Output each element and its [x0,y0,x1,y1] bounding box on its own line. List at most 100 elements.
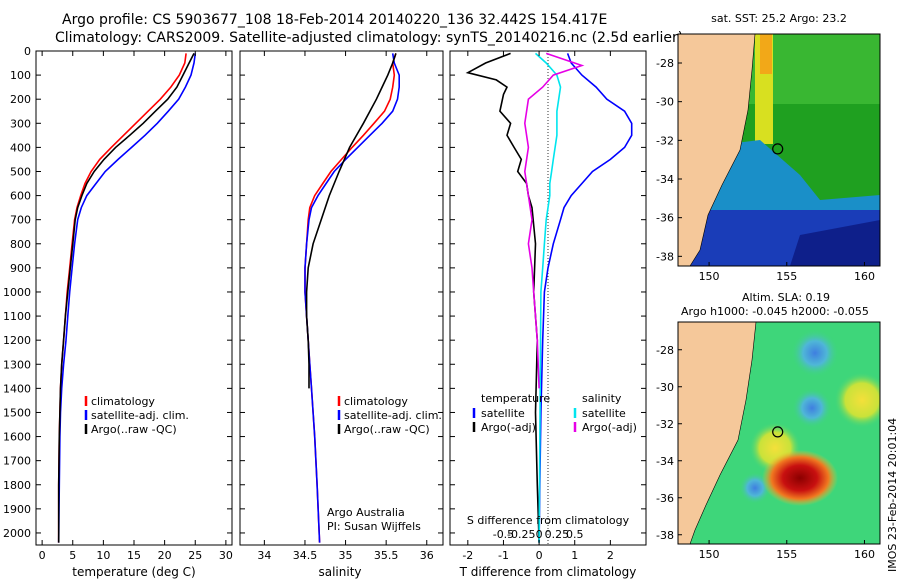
series-t-satellite [538,53,633,543]
sst-map-frame [677,33,881,267]
map-x-tick-label: 155 [776,270,797,283]
x-tick-label: 34.5 [293,549,318,562]
y-tick-label: 1600 [3,431,31,444]
sst-map-panel: sat. SST: 25.2 Argo: 23.2 150 155 160 -28 -3… [656,12,881,283]
difference-xlabel: T difference from climatology [459,565,637,579]
salinity-legend: climatology satellite-adj. clim. Argo(..… [337,395,442,436]
legend-label-t-satellite: satellite [481,407,525,420]
temperature-panel: 0 5 10 15 20 25 300100200300400500600700800900… [3,45,233,579]
legend-label-climatology: climatology [344,395,408,408]
map-y-tick-label: -28 [656,57,674,70]
sla-map-subtitle: Argo h1000: -0.045 h2000: -0.055 [681,305,869,318]
salinity-panel: 34 34.5 35 35.5 36 salinity climatology sate… [239,50,444,579]
temperature-legend: climatology satellite-adj. clim. Argo(..… [84,395,189,436]
sst-argo-marker [772,143,784,155]
y-tick-label: 800 [10,238,31,251]
legend-label-satellite: satellite-adj. clim. [344,409,442,422]
x-tick-label: -2 [462,549,473,562]
sla-map-field [678,322,880,544]
sla-eddy-blue-1 [791,329,839,377]
y-tick-label: 1100 [3,310,31,323]
sla-eddy-red [762,450,838,506]
map-y-tick-label: -38 [656,250,674,263]
map-x-tick-label: 160 [854,548,875,561]
top-tick-label: 0 [536,528,543,541]
x-tick-label: 0 [536,549,543,562]
y-tick-label: 1300 [3,358,31,371]
temperature-xlabel: temperature (deg C) [72,565,195,579]
sst-land [678,34,756,266]
x-tick-label: 10 [96,549,110,562]
x-tick-label: 25 [188,549,202,562]
y-tick-label: 700 [10,214,31,227]
top-tick-label: 0.25 [545,528,570,541]
legend-label-satellite: satellite-adj. clim. [91,409,189,422]
map-x-tick-label: 155 [776,548,797,561]
sla-map-panel: Altim. SLA: 0.19 Argo h1000: -0.045 h200… [656,291,881,561]
salinity-curves [304,53,401,543]
legend-label-t-argo: Argo(-adj) [481,421,536,434]
map-y-tick-label: -32 [656,134,674,147]
y-tick-label: 1800 [3,479,31,492]
x-tick-label: 20 [158,549,172,562]
sst-map-title: sat. SST: 25.2 Argo: 23.2 [711,12,847,25]
map-y-tick-label: -28 [656,344,674,357]
x-tick-label: 35.5 [374,549,399,562]
sst-current-warm [760,34,772,74]
series-argo-raw-qc [305,53,397,389]
legend-title-temperature: temperature [481,392,550,405]
y-tick-label: 1200 [3,334,31,347]
y-tick-label: 1400 [3,382,31,395]
x-tick-label: 34 [257,549,271,562]
salinity-ticks: 34 34.5 35 35.5 36 [240,50,443,562]
legend-label-argo: Argo(..raw -QC) [344,423,430,436]
y-tick-label: 300 [10,117,31,130]
top-tick-label: 0.5 [566,528,584,541]
difference-legend: temperature satellite Argo(-adj) salinit… [472,392,637,434]
y-tick-label: 500 [10,165,31,178]
map-x-tick-label: 150 [699,270,720,283]
x-tick-label: 15 [127,549,141,562]
legend-label-climatology: climatology [91,395,155,408]
x-tick-label: 35 [339,549,353,562]
x-tick-label: -1 [498,549,509,562]
series-satellite-adj-clim [304,53,401,543]
y-tick-label: 100 [10,69,31,82]
x-tick-label: 2 [607,549,614,562]
series-satellite-adj-clim [57,53,197,543]
difference-curves [465,52,633,543]
imos-watermark: IMOS 23-Feb-2014 20:01:04 [886,418,899,572]
x-tick-label: 1 [571,549,578,562]
y-tick-label: 1000 [3,286,31,299]
top-tick-label: -0.5 [493,528,514,541]
series-s-argo-adj [523,52,585,389]
y-tick-label: 400 [10,141,31,154]
sla-map-frame [677,321,881,545]
series-argo-raw-qc [57,53,195,543]
sla-eddy-yellow-1 [834,372,880,428]
map-x-tick-label: 160 [854,270,875,283]
map-y-tick-label: -36 [656,492,674,505]
difference-top-ticks: -0.5-0.25 0 0.250.5 [493,528,584,541]
y-tick-label: 1900 [3,503,31,516]
temperature-curves [57,53,197,543]
sla-map-title: Altim. SLA: 0.19 [742,291,830,304]
note-pi: PI: Susan Wijffels [327,520,421,533]
top-tick-label: -0.25 [507,528,535,541]
salinity-axes [239,50,444,546]
sla-land [678,322,757,544]
sst-coldest [790,220,880,266]
salinity-xlabel: salinity [318,565,361,579]
series-s-satellite [534,52,562,543]
difference-ticks: -2 -1 0 1 2 [450,50,646,562]
sst-map-ticks: 150 155 160 -28 -30 -32 -34 -36 -38 [656,57,875,283]
map-y-tick-label: -30 [656,381,674,394]
y-tick-label: 200 [10,93,31,106]
map-y-tick-label: -30 [656,96,674,109]
map-y-tick-label: -36 [656,212,674,225]
map-y-tick-label: -32 [656,418,674,431]
temperature-ticks: 0 5 10 15 20 25 300100200300400500600700800900… [3,45,233,562]
x-tick-label: 0 [39,549,46,562]
difference-panel: -2 -1 0 1 2 -0.5-0.25 0 0.250.5 S difference f… [449,50,647,579]
